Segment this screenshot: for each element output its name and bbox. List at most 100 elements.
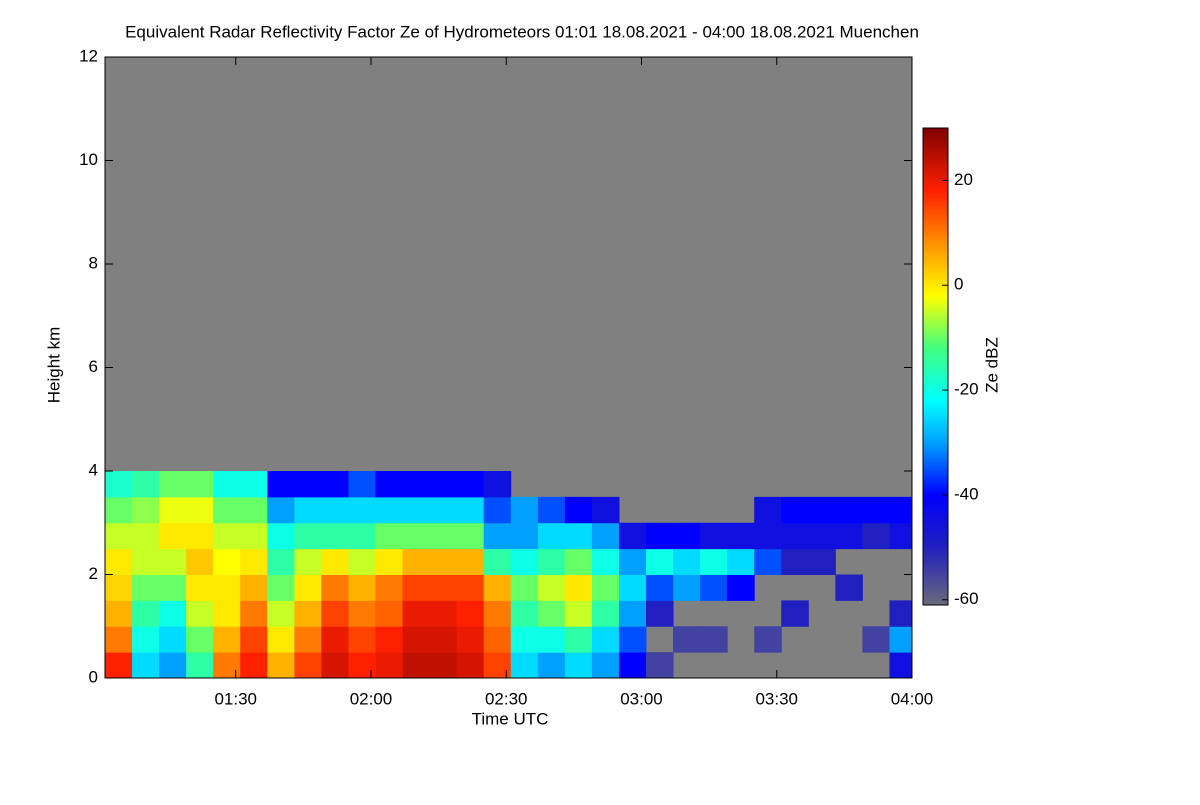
heatmap-cell [213, 574, 241, 601]
heatmap-cell [105, 574, 133, 601]
heatmap-cell [483, 548, 512, 575]
heatmap-cell [483, 471, 512, 498]
heatmap-cell [808, 522, 836, 550]
y-tick-label: 4 [89, 460, 98, 479]
heatmap-cell [700, 548, 728, 575]
x-axis-label: Time UTC [472, 709, 549, 728]
heatmap-cell [456, 548, 485, 575]
heatmap-cell [321, 600, 349, 627]
heatmap-cell [510, 652, 539, 678]
heatmap-cell [402, 600, 431, 627]
heatmap-cell [618, 574, 647, 601]
heatmap-cell [808, 548, 836, 575]
heatmap-cell [375, 471, 404, 498]
heatmap-cell [537, 652, 566, 678]
heatmap-cell [781, 496, 809, 524]
heatmap-cell [348, 574, 377, 601]
heatmap-cell [537, 522, 566, 550]
heatmap-cell [267, 600, 295, 627]
y-tick-label: 10 [79, 150, 98, 169]
heatmap-cell [429, 600, 458, 627]
heatmap-cell [889, 522, 912, 550]
heatmap-cell [456, 522, 485, 550]
heatmap-cell [402, 548, 431, 575]
heatmap-cell [159, 496, 187, 524]
heatmap-cell [889, 652, 912, 678]
x-tick-label: 01:30 [214, 689, 257, 708]
heatmap-cell [456, 652, 485, 678]
heatmap-cell [213, 496, 241, 524]
heatmap-cell [673, 522, 701, 550]
heatmap-cell [375, 574, 404, 601]
chart-title: Equivalent Radar Reflectivity Factor Ze … [125, 22, 919, 41]
heatmap-cell [564, 652, 593, 678]
heatmap-cell [105, 471, 133, 498]
colorbar-tick-label: -40 [954, 484, 979, 503]
x-tick-label: 02:00 [350, 689, 393, 708]
heatmap-cell [186, 471, 214, 498]
heatmap-cell [673, 574, 701, 601]
heatmap-cell [402, 471, 431, 498]
heatmap-cell [483, 496, 512, 524]
heatmap-cell [429, 522, 458, 550]
heatmap-cell [240, 600, 268, 627]
heatmap-cell [375, 652, 404, 678]
heatmap-cell [591, 496, 620, 524]
heatmap-cell [294, 574, 322, 601]
y-tick-label: 12 [79, 46, 98, 65]
heatmap-cell [321, 522, 349, 550]
heatmap-cell [618, 522, 647, 550]
heatmap-cell [105, 522, 133, 550]
heatmap-cell [402, 496, 431, 524]
heatmap-cell [591, 600, 620, 627]
heatmap-cell [889, 496, 912, 524]
heatmap-cell [618, 600, 647, 627]
heatmap-cell [240, 652, 268, 678]
heatmap-cell [348, 600, 377, 627]
heatmap-cell [483, 626, 512, 653]
heatmap-cell [240, 574, 268, 601]
heatmap-cell [267, 652, 295, 678]
heatmap-cell [132, 652, 160, 678]
heatmap-cell [321, 574, 349, 601]
heatmap-cell [862, 496, 890, 524]
y-tick-label: 2 [89, 564, 98, 583]
heatmap-cell [564, 548, 593, 575]
heatmap-cell [213, 652, 241, 678]
heatmap-cell [213, 626, 241, 653]
heatmap-cell [186, 652, 214, 678]
heatmap-cell [591, 522, 620, 550]
heatmap-cell [483, 574, 512, 601]
heatmap-cell [537, 496, 566, 524]
heatmap-cell [591, 548, 620, 575]
heatmap-cell [294, 548, 322, 575]
y-tick-label: 0 [89, 667, 98, 686]
heatmap-cell [510, 522, 539, 550]
heatmap-cell [105, 626, 133, 653]
heatmap-cell [564, 522, 593, 550]
heatmap-cell [105, 652, 133, 678]
heatmap-cell [618, 626, 647, 653]
heatmap-cell [240, 496, 268, 524]
heatmap-cell [402, 522, 431, 550]
heatmap-cell [321, 471, 349, 498]
heatmap-cell [105, 496, 133, 524]
heatmap-cell [456, 600, 485, 627]
x-tick-label: 02:30 [485, 689, 528, 708]
heatmap-cell [348, 548, 377, 575]
heatmap-cell [673, 626, 701, 653]
heatmap-cell [159, 626, 187, 653]
heatmap-cell [132, 548, 160, 575]
heatmap-cell [186, 626, 214, 653]
heatmap-cell [646, 548, 674, 575]
heatmap-cell [402, 652, 431, 678]
heatmap-cell [267, 522, 295, 550]
heatmap-cell [591, 574, 620, 601]
heatmap-cell [700, 522, 728, 550]
y-tick-label: 8 [89, 253, 98, 272]
heatmap-cell [754, 548, 782, 575]
heatmap-cell [808, 496, 836, 524]
heatmap-cell [483, 652, 512, 678]
heatmap-cell [754, 626, 782, 653]
